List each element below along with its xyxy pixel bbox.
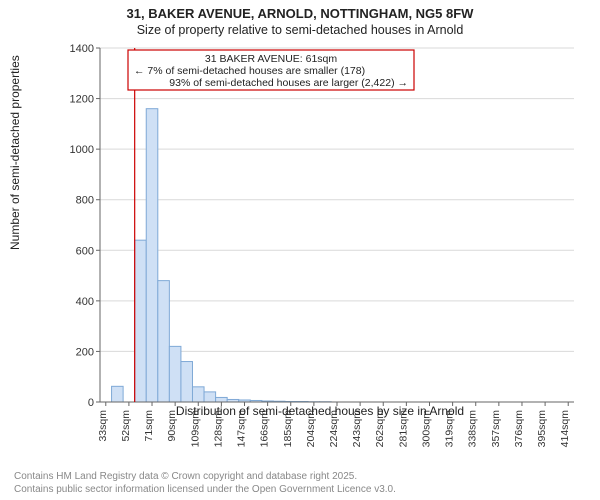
- title-line-1: 31, BAKER AVENUE, ARNOLD, NOTTINGHAM, NG…: [0, 0, 600, 21]
- svg-text:1000: 1000: [70, 144, 94, 156]
- histogram-chart: 020040060080010001200140033sqm52sqm71sqm…: [60, 42, 580, 452]
- svg-text:93% of semi-detached houses ar: 93% of semi-detached houses are larger (…: [169, 77, 408, 89]
- svg-text:600: 600: [76, 245, 94, 257]
- footer-attribution: Contains HM Land Registry data © Crown c…: [14, 471, 396, 496]
- svg-text:400: 400: [76, 296, 94, 308]
- svg-text:← 7% of semi-detached houses a: ← 7% of semi-detached houses are smaller…: [134, 65, 365, 77]
- chart-area: 020040060080010001200140033sqm52sqm71sqm…: [60, 42, 580, 452]
- svg-text:200: 200: [76, 346, 94, 358]
- x-axis-label: Distribution of semi-detached houses by …: [60, 404, 580, 418]
- svg-text:800: 800: [76, 195, 94, 207]
- footer-line-2: Contains public sector information licen…: [14, 484, 396, 497]
- svg-text:31 BAKER AVENUE: 61sqm: 31 BAKER AVENUE: 61sqm: [205, 53, 338, 65]
- svg-text:1200: 1200: [70, 94, 94, 106]
- title-line-2: Size of property relative to semi-detach…: [0, 21, 600, 37]
- y-axis-label: Number of semi-detached properties: [8, 55, 22, 250]
- footer-line-1: Contains HM Land Registry data © Crown c…: [14, 471, 396, 484]
- svg-text:1400: 1400: [70, 43, 94, 55]
